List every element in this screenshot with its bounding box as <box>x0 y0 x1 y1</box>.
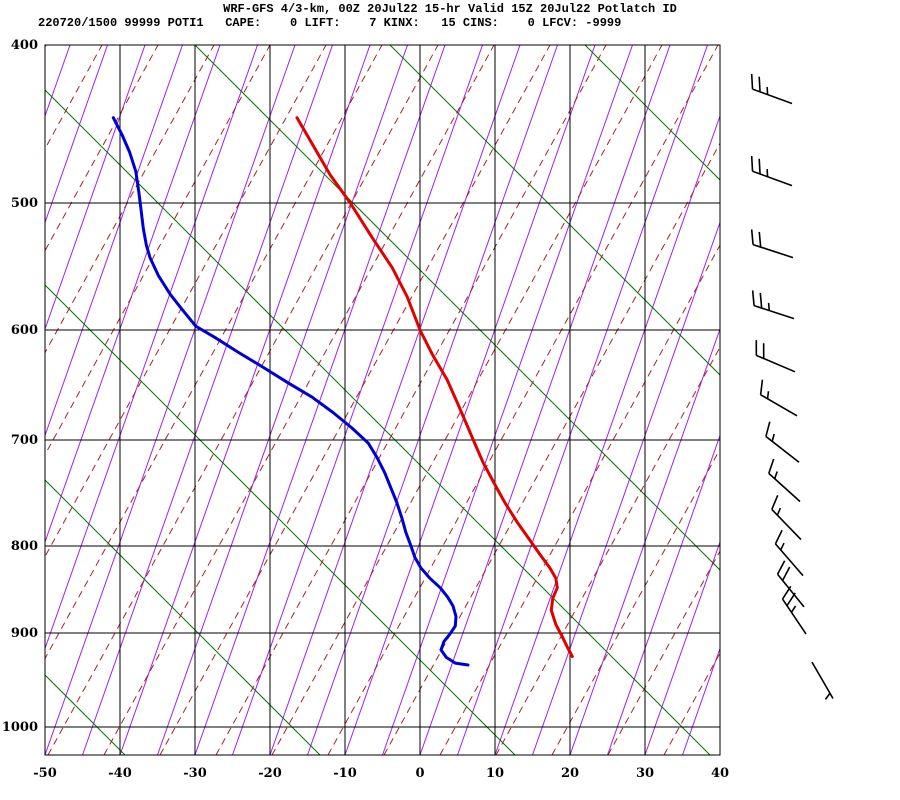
temperature-tick-label: -30 <box>183 766 207 781</box>
wind-barb <box>755 340 796 373</box>
temperature-axis-labels: -50 -40 -30 -20 -10 0 10 20 30 40 <box>33 766 729 781</box>
wind-barb <box>751 290 795 320</box>
moist-adiabat-lines <box>45 45 720 755</box>
chart-title: WRF-GFS 4/3-km, 00Z 20Jul22 15-hr Valid … <box>223 2 677 16</box>
temperature-tick-label: 40 <box>711 766 729 781</box>
wind-barb <box>811 661 834 700</box>
pressure-tick-label: 800 <box>11 539 38 554</box>
temperature-tick-label: -50 <box>33 766 57 781</box>
isotherm-lines <box>45 45 720 755</box>
pressure-tick-label: 700 <box>11 433 38 448</box>
temperature-tick-label: -10 <box>333 766 357 781</box>
pressure-tick-label: 600 <box>11 323 38 338</box>
wind-barb <box>750 155 793 187</box>
chart-stability-indices-line: 220720/1500 99999 POTI1 CAPE: 0 LIFT: 7 … <box>38 16 622 30</box>
temperature-tick-label: 0 <box>415 766 424 781</box>
pressure-tick-label: 900 <box>11 626 38 641</box>
pressure-temperature-grid <box>44 44 721 756</box>
pressure-tick-label: 400 <box>11 38 38 53</box>
wind-barb-column <box>750 73 834 700</box>
wind-barb <box>768 458 801 503</box>
wind-barb <box>774 529 804 577</box>
temperature-tick-label: -40 <box>108 766 132 781</box>
temperature-trace <box>295 116 574 658</box>
wind-barb <box>750 229 794 259</box>
dry-adiabat-lines <box>45 45 720 755</box>
temperature-tick-label: 20 <box>561 766 579 781</box>
wind-barb <box>750 73 793 105</box>
wind-barb <box>765 421 800 463</box>
dewpoint-trace <box>111 116 470 667</box>
temperature-tick-label: 10 <box>486 766 504 781</box>
wind-barb <box>771 495 802 541</box>
skewt-background-lines <box>45 45 720 755</box>
pressure-tick-label: 1000 <box>2 720 38 735</box>
pressure-axis-labels: 400 500 600 700 800 900 1000 <box>2 38 38 735</box>
temperature-tick-label: -20 <box>258 766 282 781</box>
temperature-tick-label: 30 <box>636 766 654 781</box>
wind-barb <box>776 560 805 608</box>
pressure-tick-label: 500 <box>11 196 38 211</box>
wind-barb <box>781 585 807 635</box>
wind-barb <box>759 379 798 417</box>
